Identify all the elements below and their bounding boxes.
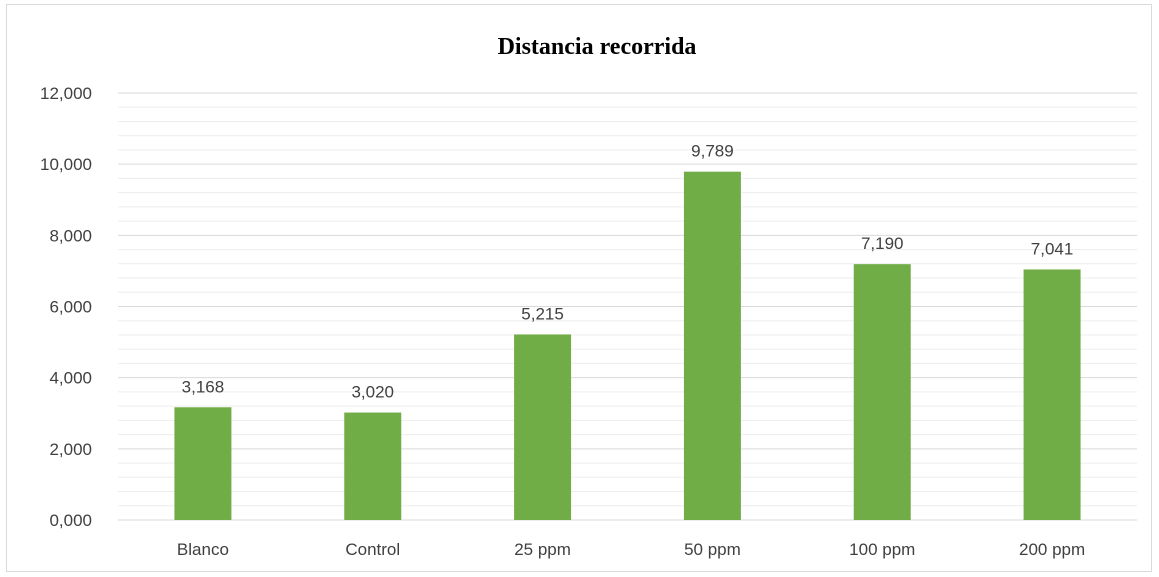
bar [514,334,572,520]
bar [174,407,232,520]
x-tick-label: 100 ppm [849,540,915,559]
data-label: 7,041 [1031,239,1074,258]
y-tick-label: 10,000 [40,155,92,174]
chart-frame: Distancia recorrida 0,000 2,000 4,000 6,000… [6,4,1152,572]
x-tick-label: 50 ppm [684,540,741,559]
data-label: 3,168 [182,377,225,396]
bar [344,412,402,520]
x-tick-label: Control [345,540,400,559]
gridlines [118,92,1137,521]
bar-chart: Distancia recorrida 0,000 2,000 4,000 6,000… [40,34,1137,559]
y-tick-label: 12,000 [40,84,92,103]
y-axis-tick-labels: 0,000 2,000 4,000 6,000 8,000 10,000 12,000 [40,84,92,530]
bar [1023,269,1081,520]
x-axis-tick-labels: Blanco Control 25 ppm 50 ppm 100 ppm 200 ppm [177,540,1085,559]
bars [174,171,1081,520]
data-label: 9,789 [691,142,734,161]
y-tick-label: 8,000 [49,226,92,245]
x-tick-label: 25 ppm [514,540,571,559]
data-label: 5,215 [521,304,564,323]
data-labels: 3,168 3,020 5,215 9,789 7,190 7,041 [182,142,1074,402]
x-tick-label: 200 ppm [1019,540,1085,559]
y-tick-label: 4,000 [49,369,92,388]
bar [683,171,741,520]
y-tick-label: 6,000 [49,298,92,317]
data-label: 7,190 [861,234,904,253]
chart-title: Distancia recorrida [498,34,697,60]
y-tick-label: 2,000 [49,440,92,459]
x-tick-label: Blanco [177,540,229,559]
y-tick-label: 0,000 [49,511,92,530]
data-label: 3,020 [351,383,394,402]
bar [853,264,911,520]
